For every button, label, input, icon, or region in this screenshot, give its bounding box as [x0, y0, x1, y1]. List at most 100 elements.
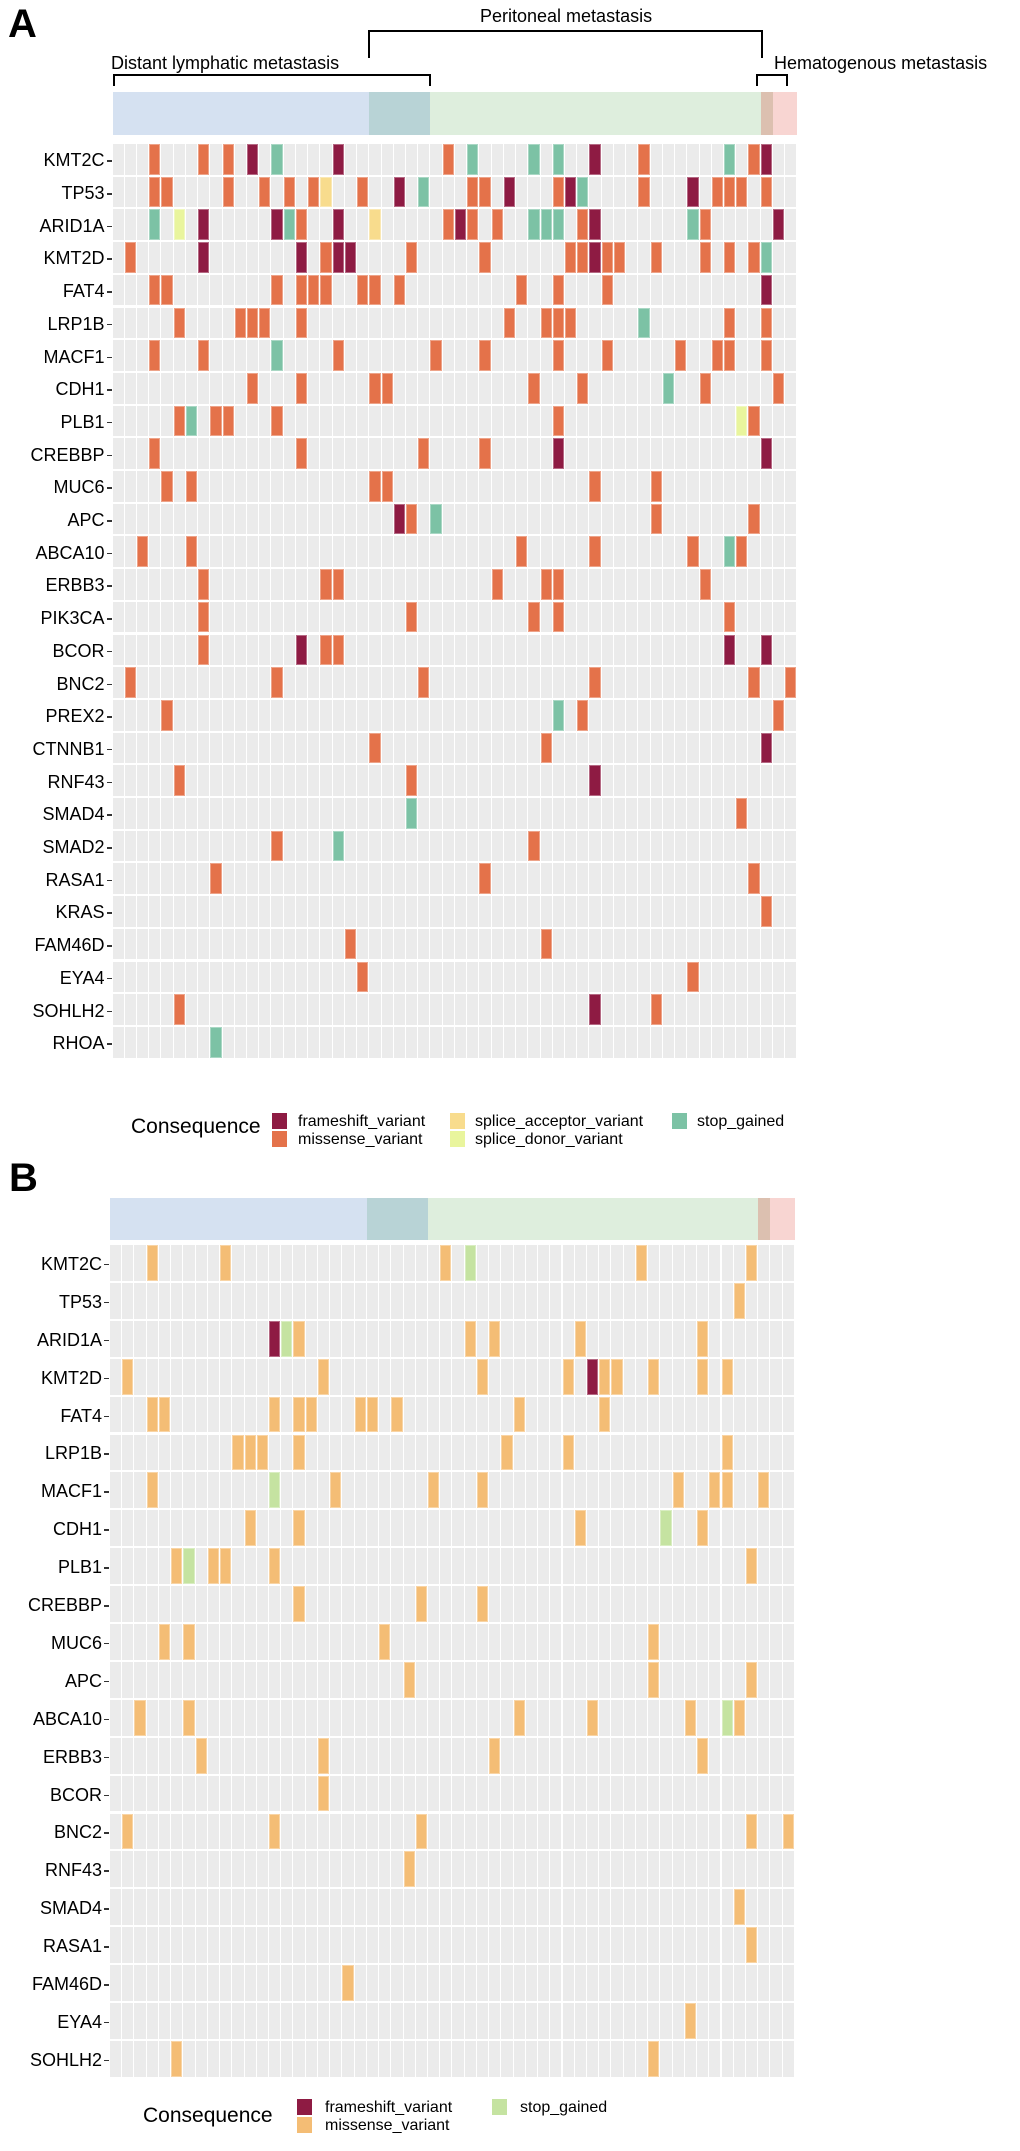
mutation-frameshift_variant: [760, 438, 772, 469]
empty-cell: [330, 1737, 343, 1776]
mutation-missense_variant: [599, 1396, 611, 1433]
empty-cell: [538, 1586, 551, 1624]
empty-cell: [256, 1775, 269, 1814]
empty-cell: [577, 503, 590, 537]
empty-cell: [648, 1434, 661, 1473]
empty-cell: [427, 1624, 441, 1662]
empty-cell: [562, 1586, 575, 1624]
empty-cell: [317, 1548, 331, 1587]
empty-cell: [733, 2003, 746, 2041]
empty-cell: [308, 667, 321, 700]
empty-cell: [234, 274, 248, 308]
empty-cell: [772, 307, 786, 341]
empty-cell: [501, 1510, 514, 1549]
empty-cell: [662, 928, 676, 962]
empty-cell: [259, 830, 272, 864]
empty-cell: [136, 667, 150, 700]
empty-cell: [366, 1320, 380, 1359]
empty-cell: [489, 1358, 502, 1397]
mutation-missense_variant: [149, 274, 161, 306]
empty-cell: [476, 1245, 490, 1283]
empty-cell: [271, 798, 284, 831]
empty-cell: [454, 1026, 468, 1060]
empty-cell: [195, 1813, 208, 1852]
mutation-missense_variant: [516, 274, 528, 306]
empty-cell: [599, 1472, 612, 1511]
empty-cell: [268, 1737, 282, 1776]
mutation-splice_donor_variant: [173, 209, 185, 241]
mutation-missense_variant: [589, 536, 601, 568]
annotation-lymphatic-peritoneal: [369, 92, 431, 135]
empty-cell: [599, 1434, 612, 1473]
empty-cell: [430, 732, 443, 766]
empty-cell: [391, 1927, 404, 1966]
empty-cell: [146, 1624, 159, 1662]
empty-cell: [124, 372, 137, 406]
empty-cell: [552, 634, 565, 668]
empty-cell: [381, 601, 394, 635]
empty-cell: [782, 1434, 795, 1473]
mutation-missense_variant: [171, 2040, 183, 2077]
empty-cell: [295, 961, 309, 995]
axis-tick: [106, 1010, 112, 1013]
empty-cell: [464, 1775, 477, 1814]
empty-cell: [721, 1737, 734, 1776]
empty-cell: [305, 2003, 318, 2041]
empty-cell: [660, 1927, 673, 1966]
empty-cell: [442, 471, 455, 504]
empty-cell: [427, 1245, 441, 1283]
mutation-missense_variant: [699, 569, 711, 600]
empty-cell: [442, 176, 455, 210]
empty-cell: [344, 1026, 358, 1060]
empty-cell: [650, 732, 663, 766]
axis-tick: [104, 1832, 109, 1834]
mutation-missense_variant: [589, 667, 601, 698]
empty-cell: [146, 1282, 159, 1321]
empty-cell: [110, 1510, 123, 1549]
empty-cell: [418, 274, 431, 308]
empty-cell: [222, 340, 235, 373]
empty-cell: [317, 1927, 331, 1966]
empty-cell: [552, 994, 565, 1027]
empty-cell: [528, 569, 541, 602]
empty-cell: [308, 634, 321, 668]
empty-cell: [635, 1396, 649, 1435]
empty-cell: [550, 1699, 563, 1738]
empty-cell: [770, 1548, 783, 1587]
empty-cell: [440, 1699, 453, 1738]
empty-cell: [785, 372, 798, 406]
mutation-stop_gained: [724, 144, 736, 175]
empty-cell: [736, 569, 749, 602]
empty-cell: [220, 1320, 233, 1359]
empty-cell: [268, 1282, 282, 1321]
empty-cell: [366, 1927, 380, 1966]
empty-cell: [317, 1245, 331, 1283]
empty-cell: [638, 405, 651, 439]
empty-cell: [247, 1026, 260, 1060]
empty-cell: [638, 1026, 651, 1060]
empty-cell: [745, 1851, 759, 1890]
empty-cell: [748, 928, 761, 962]
empty-cell: [552, 503, 565, 537]
empty-cell: [342, 1624, 355, 1662]
gene-label: KMT2C: [40, 1253, 102, 1274]
empty-cell: [427, 1813, 441, 1852]
empty-cell: [479, 896, 492, 929]
empty-cell: [122, 2003, 135, 2041]
empty-cell: [112, 242, 125, 275]
mutation-stop_gained: [577, 176, 589, 208]
empty-cell: [195, 1282, 208, 1321]
mutation-missense_variant: [650, 994, 662, 1025]
empty-cell: [220, 1586, 233, 1624]
empty-cell: [687, 569, 700, 602]
empty-cell: [161, 928, 174, 962]
empty-cell: [149, 765, 162, 798]
mutation-missense_variant: [293, 1510, 305, 1547]
empty-cell: [234, 372, 248, 406]
mutation-frameshift_variant: [565, 176, 577, 208]
empty-cell: [638, 928, 651, 962]
empty-cell: [501, 1737, 514, 1776]
mutation-missense_variant: [293, 1396, 305, 1433]
mutation-missense_variant: [354, 1396, 366, 1433]
mutation-missense_variant: [697, 1737, 709, 1774]
